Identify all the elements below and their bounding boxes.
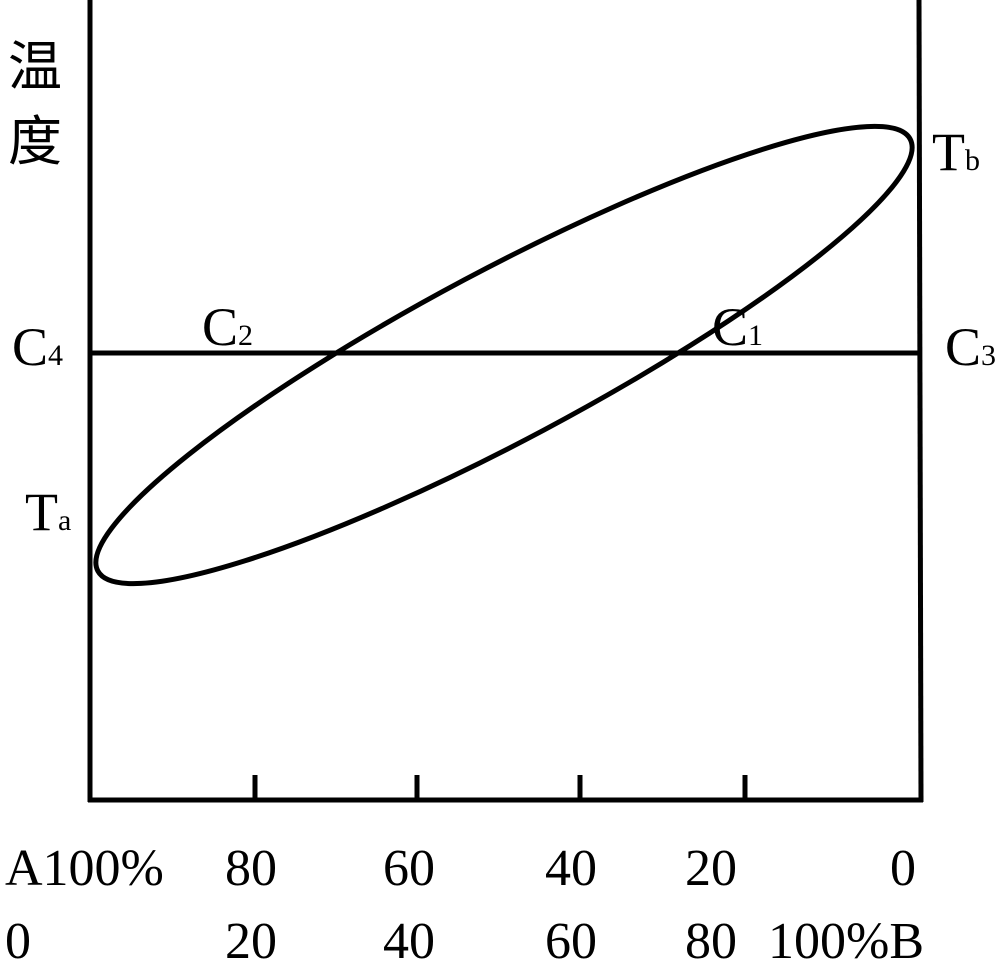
- scale-a-label: 20: [685, 840, 737, 897]
- label-sub: 3: [981, 339, 996, 372]
- right-axis: [916, 0, 924, 803]
- scale-a-label: 0: [890, 840, 916, 897]
- scale-b-label: 20: [225, 913, 277, 960]
- scale-b-label: 40: [383, 913, 435, 960]
- scale-b-label: 0: [5, 913, 31, 960]
- label-main: C: [945, 317, 981, 377]
- label-main: C: [202, 297, 238, 357]
- y-label-1: 温度: [8, 37, 62, 172]
- y-label-char: 温: [8, 37, 62, 97]
- scale-a-label: 80: [225, 840, 277, 897]
- point-label: Tb: [932, 122, 980, 182]
- label-sub: b: [965, 144, 980, 177]
- scale-b-label: 60: [545, 913, 597, 960]
- frame: [87, 0, 924, 803]
- point-label: C3: [945, 317, 996, 377]
- scale-a-label: A100%: [5, 840, 164, 897]
- label-sub: a: [58, 504, 71, 537]
- label-sub: 4: [48, 339, 63, 372]
- point-label: C1: [712, 297, 763, 357]
- label-main: T: [25, 482, 58, 542]
- two-phase-region: [93, 123, 915, 587]
- y-label-char: 度: [8, 112, 62, 172]
- label-main: T: [932, 122, 965, 182]
- label-sub: 2: [238, 319, 253, 352]
- scale-a-label: 40: [545, 840, 597, 897]
- label-main: C: [712, 297, 748, 357]
- label-sub: 1: [748, 319, 763, 352]
- scale-a-label: 60: [383, 840, 435, 897]
- composition-scales: A100% 80 60 40 20 0 0 20 40 60 80 100%B: [5, 840, 924, 960]
- point-label: C4: [12, 317, 63, 377]
- scale-b-label: 80: [685, 913, 737, 960]
- point-label: Ta: [25, 482, 71, 542]
- point-label: C2: [202, 297, 253, 357]
- label-main: C: [12, 317, 48, 377]
- scale-b-label: 100%B: [768, 913, 924, 960]
